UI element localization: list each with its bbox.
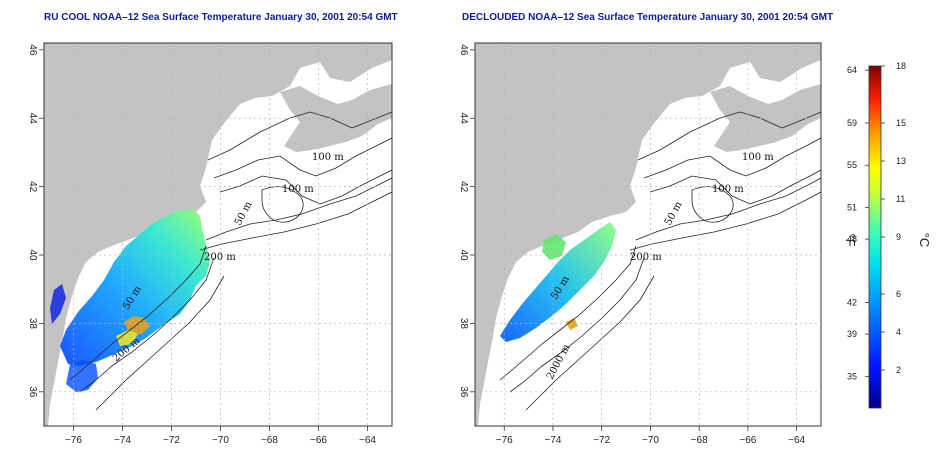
left-lon-label-4: −68 bbox=[261, 435, 278, 446]
cb-label-f-2: 55 bbox=[847, 160, 857, 170]
cb-label-f-3: 51 bbox=[847, 202, 857, 212]
right-lat-label-5: 46 bbox=[458, 44, 469, 56]
left-sst-yellow bbox=[116, 330, 138, 346]
right-lon-label-0: −76 bbox=[496, 435, 513, 446]
left-lat-label-5: 46 bbox=[27, 44, 38, 56]
right-lat-label-4: 44 bbox=[458, 113, 469, 125]
left-contour-label-1: 100 m bbox=[312, 152, 344, 163]
colorbar-unit-celsius: °C bbox=[917, 233, 932, 248]
cb-label-f-7: 35 bbox=[847, 371, 857, 381]
right-contour-label-4: 200 m bbox=[630, 252, 662, 263]
right-land bbox=[475, 43, 821, 426]
colorbar-unit-fahrenheit: °F bbox=[843, 233, 858, 246]
colorbar-gradient bbox=[868, 65, 882, 409]
left-lat-label-1: 38 bbox=[27, 318, 38, 330]
cb-label-c-7: 2 bbox=[896, 365, 901, 375]
left-lon-label-2: −72 bbox=[163, 435, 180, 446]
right-lon-label-6: −64 bbox=[788, 435, 805, 446]
cb-label-f-1: 59 bbox=[847, 118, 857, 128]
cb-label-c-6: 4 bbox=[896, 327, 901, 337]
right-graticule bbox=[475, 43, 821, 426]
left-sst-coastal-blue bbox=[50, 284, 66, 324]
right-map-frame bbox=[474, 42, 822, 427]
left-lat-label-4: 44 bbox=[27, 113, 38, 125]
cb-label-c-3: 11 bbox=[896, 194, 905, 204]
right-contour-label-2: 100 m bbox=[712, 184, 744, 195]
left-contour-label-2: 100 m bbox=[282, 184, 314, 195]
cb-label-c-5: 6 bbox=[896, 289, 901, 299]
left-lon-label-6: −64 bbox=[359, 435, 376, 446]
left-map-frame bbox=[43, 42, 393, 427]
right-lat-label-3: 42 bbox=[458, 181, 469, 193]
left-graticule bbox=[44, 43, 392, 426]
right-lon-label-1: −74 bbox=[544, 435, 561, 446]
left-lat-label-0: 36 bbox=[27, 386, 38, 398]
left-lon-label-0: −76 bbox=[65, 435, 82, 446]
cb-label-f-6: 39 bbox=[847, 329, 857, 339]
right-bathymetry-contours bbox=[499, 111, 821, 411]
right-lon-label-2: −72 bbox=[593, 435, 610, 446]
left-axis-ticks: −76 −74 −72 −70 −68 −66 −64 36 38 40 42 44 46 bbox=[27, 44, 376, 446]
cb-label-f-5: 42 bbox=[847, 297, 857, 307]
right-lat-label-0: 36 bbox=[458, 386, 469, 398]
cb-label-f-0: 64 bbox=[847, 65, 857, 75]
right-lon-label-3: −70 bbox=[642, 435, 659, 446]
left-panel-title: RU COOL NOAA–12 Sea Surface Temperature … bbox=[44, 12, 398, 23]
right-sst-field bbox=[500, 222, 616, 342]
left-lon-label-3: −70 bbox=[212, 435, 229, 446]
right-axis-ticks: −76 −74 −72 −70 −68 −66 −64 36 38 40 42 44 46 bbox=[458, 44, 806, 446]
right-lon-label-4: −68 bbox=[691, 435, 708, 446]
left-lon-label-1: −74 bbox=[114, 435, 131, 446]
right-sst-warm bbox=[566, 318, 578, 330]
cb-label-c-1: 15 bbox=[896, 118, 906, 128]
left-lon-label-5: −66 bbox=[310, 435, 327, 446]
right-sst-green bbox=[542, 234, 566, 260]
right-contour-label-1: 100 m bbox=[742, 152, 774, 163]
left-lat-label-3: 42 bbox=[27, 181, 38, 193]
left-land bbox=[44, 43, 392, 426]
cb-label-f-4: 48 bbox=[847, 234, 857, 244]
cb-label-c-4: 9 bbox=[896, 232, 901, 242]
left-bathymetry-contours bbox=[69, 111, 392, 411]
right-lat-label-2: 40 bbox=[458, 249, 469, 261]
left-sst-field bbox=[60, 210, 210, 366]
left-lat-label-2: 40 bbox=[27, 249, 38, 261]
cb-label-c-2: 13 bbox=[896, 156, 906, 166]
left-contour-label-4: 200 m bbox=[204, 252, 236, 263]
cb-label-c-0: 18 bbox=[896, 61, 906, 71]
right-lon-label-5: −66 bbox=[739, 435, 756, 446]
right-panel-title: DECLOUDED NOAA–12 Sea Surface Temperatur… bbox=[462, 12, 834, 23]
right-lat-label-1: 38 bbox=[458, 318, 469, 330]
